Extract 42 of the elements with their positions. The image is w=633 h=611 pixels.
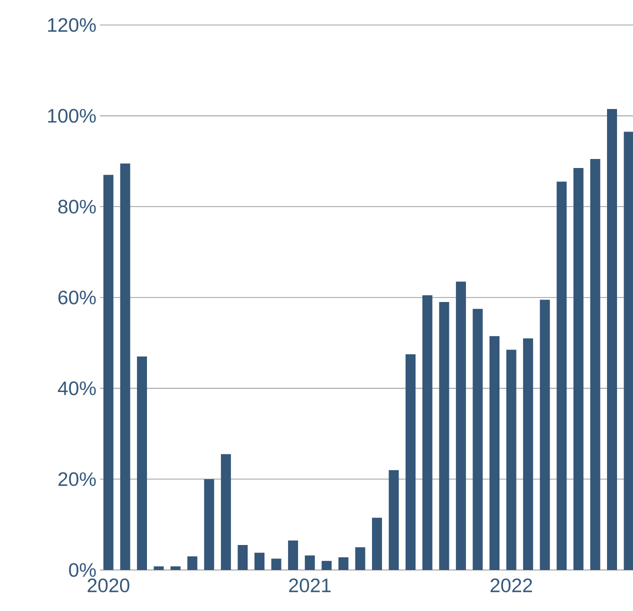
bar <box>220 454 231 570</box>
y-tick-label: 120% <box>48 18 96 32</box>
bar <box>540 300 550 570</box>
y-tick-label: 0% <box>69 563 96 577</box>
bar <box>556 182 567 570</box>
bar <box>136 356 147 570</box>
bar <box>439 302 450 570</box>
y-tick-label: 80% <box>58 200 96 214</box>
bar <box>388 470 399 570</box>
bar <box>422 295 432 570</box>
x-tick-label: 2022 <box>490 578 532 592</box>
bar <box>490 336 500 570</box>
y-tick-label: 60% <box>58 290 96 304</box>
bar <box>624 132 633 570</box>
bar <box>170 566 181 570</box>
bar <box>338 557 348 570</box>
bar <box>271 558 282 570</box>
bar <box>204 479 214 570</box>
bar <box>607 109 618 570</box>
bar <box>472 308 483 570</box>
bar <box>103 174 114 570</box>
bar <box>288 540 298 570</box>
bar <box>187 556 198 570</box>
bar <box>254 552 264 570</box>
bar <box>120 164 130 570</box>
bar <box>372 518 382 570</box>
bar <box>406 354 416 570</box>
bar <box>322 560 332 570</box>
bar <box>456 282 466 570</box>
x-tick-label: 2021 <box>289 578 331 592</box>
y-tick-label: 40% <box>58 381 96 396</box>
bar <box>238 545 248 570</box>
y-tick-label: 100% <box>48 108 96 123</box>
bar <box>304 555 315 570</box>
bar <box>590 158 600 570</box>
bar <box>154 566 164 570</box>
bar <box>506 350 516 570</box>
bar <box>523 338 534 570</box>
x-tick-label: 2020 <box>88 578 130 592</box>
bar <box>355 547 366 570</box>
y-tick-label: 20% <box>58 472 96 486</box>
bar <box>573 168 584 570</box>
